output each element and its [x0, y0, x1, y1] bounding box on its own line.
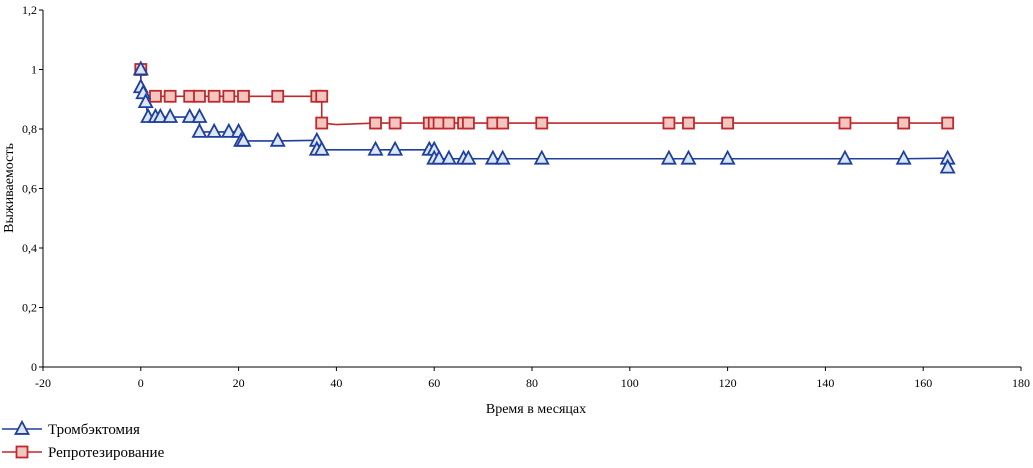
legend-item: Репротезирование [2, 445, 165, 461]
data-point-square [897, 116, 911, 130]
y-tick-label: 0,8 [22, 122, 37, 136]
data-point-triangle [191, 122, 208, 138]
data-point-square [662, 116, 676, 130]
data-point-triangle [533, 149, 550, 165]
y-axis-title: Выживаемость [2, 143, 17, 233]
x-tick-label: 20 [233, 376, 245, 390]
data-point-square [442, 116, 456, 130]
data-point-triangle [367, 140, 384, 156]
legend-label: Репротезирование [48, 445, 165, 461]
data-point-square [941, 116, 955, 130]
data-point-square [721, 116, 734, 130]
series-reprosthesis [134, 63, 955, 130]
legend-label: Тромбэктомия [48, 422, 140, 438]
data-point-square [149, 89, 162, 103]
y-tick-label: 0,2 [22, 301, 37, 315]
data-point-square [535, 116, 549, 130]
data-point-square [315, 89, 329, 103]
series-line [140, 69, 948, 160]
series-thrombectomy [132, 60, 956, 174]
legend-marker-triangle [13, 419, 31, 435]
y-tick-label: 0,4 [22, 241, 37, 255]
data-point-triangle [269, 131, 286, 147]
data-point-triangle [137, 93, 154, 109]
data-point-triangle [220, 122, 237, 138]
data-point-triangle [836, 149, 853, 165]
data-point-square [271, 89, 285, 103]
data-point-square [462, 116, 475, 130]
data-point-square [222, 89, 236, 103]
y-tick-label: 1,2 [22, 3, 37, 17]
data-point-square [163, 89, 177, 103]
data-point-triangle [313, 140, 330, 156]
x-axis-title: Время в месяцах [486, 402, 586, 417]
legend-marker-square [15, 445, 29, 459]
data-point-square [315, 116, 329, 130]
x-tick-label: 120 [719, 376, 737, 390]
data-point-triangle [484, 149, 501, 165]
data-point-triangle [132, 60, 149, 76]
data-point-square [496, 116, 510, 130]
series-line [140, 69, 948, 126]
x-tick-label: 160 [914, 376, 932, 390]
data-point-square [369, 116, 382, 130]
data-point-triangle [440, 149, 457, 165]
x-tick-label: 60 [428, 376, 440, 390]
data-point-triangle [181, 107, 198, 123]
data-point-square [237, 89, 250, 103]
data-point-square [207, 89, 221, 103]
x-tick-label: 180 [1012, 376, 1030, 390]
data-point-triangle [387, 140, 404, 156]
data-point-square [838, 116, 852, 130]
data-point-triangle [152, 107, 169, 123]
y-tick-label: 1 [31, 63, 37, 77]
data-point-triangle [939, 158, 956, 174]
y-tick-label: 0 [31, 360, 37, 374]
data-point-triangle [191, 107, 208, 123]
data-point-triangle [719, 149, 736, 165]
legend-item: Тромбэктомия [2, 419, 140, 438]
data-point-square [193, 89, 206, 103]
x-tick-label: -20 [35, 376, 51, 390]
data-point-triangle [494, 149, 511, 165]
data-point-triangle [660, 149, 677, 165]
data-point-triangle [680, 149, 697, 165]
x-tick-label: 0 [138, 376, 144, 390]
y-ticks: 0 0,2 0,4 0,6 0,8 1 1,2 [22, 3, 43, 374]
data-point-triangle [206, 122, 223, 138]
data-point-triangle [162, 107, 179, 123]
series-layer [132, 60, 956, 174]
x-tick-label: 100 [621, 376, 639, 390]
x-tick-label: 40 [330, 376, 342, 390]
data-point-triangle [895, 149, 912, 165]
data-point-triangle [431, 149, 448, 165]
data-point-triangle [460, 149, 477, 165]
x-ticks: -20 0 20 40 60 80 100 120 140 160 180 [35, 367, 1030, 390]
data-point-square [682, 116, 695, 130]
axes [42, 10, 1021, 368]
legend: Тромбэктомия Репротезирование [2, 419, 165, 461]
y-tick-label: 0,6 [22, 182, 37, 196]
x-tick-label: 140 [816, 376, 834, 390]
x-tick-label: 80 [526, 376, 538, 390]
data-point-square [388, 116, 402, 130]
data-point-triangle [235, 131, 252, 147]
